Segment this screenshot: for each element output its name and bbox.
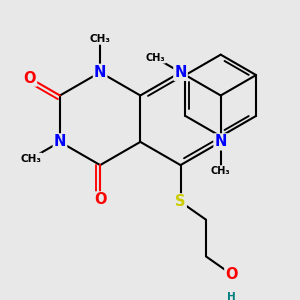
Text: S: S xyxy=(175,194,186,209)
Text: CH₃: CH₃ xyxy=(90,34,111,44)
Text: H: H xyxy=(227,292,236,300)
Text: N: N xyxy=(54,134,66,149)
Text: O: O xyxy=(225,267,238,282)
Text: N: N xyxy=(214,134,227,149)
Text: O: O xyxy=(24,70,36,86)
Text: CH₃: CH₃ xyxy=(20,154,41,164)
Text: O: O xyxy=(94,192,106,207)
Text: CH₃: CH₃ xyxy=(146,53,165,63)
Text: CH₃: CH₃ xyxy=(211,166,230,176)
Text: N: N xyxy=(174,65,187,80)
Text: N: N xyxy=(94,65,106,80)
